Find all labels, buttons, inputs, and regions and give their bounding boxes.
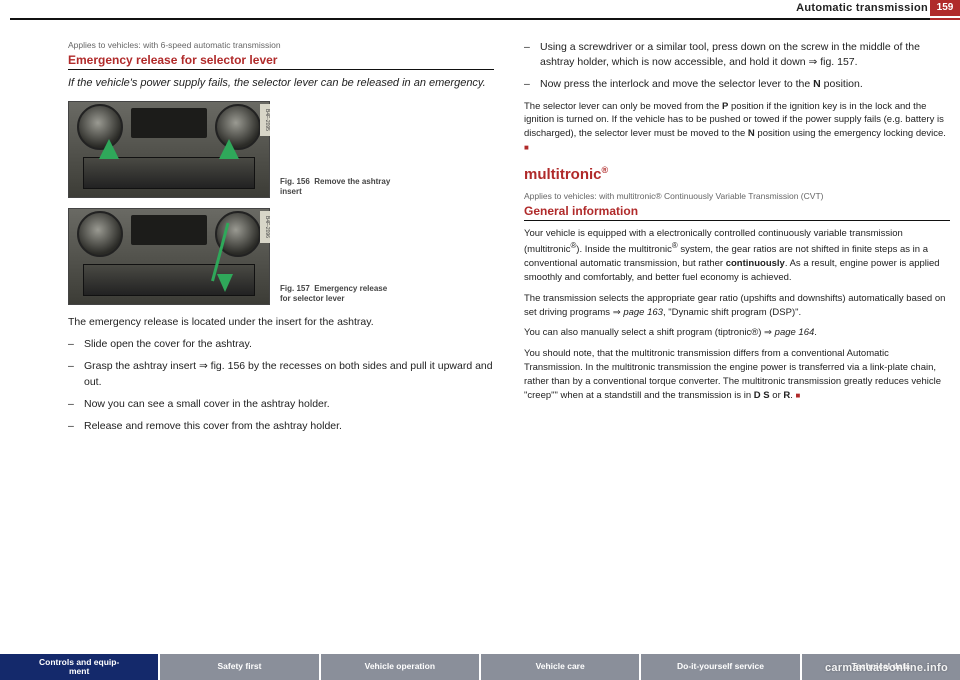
caption-label: Fig. 156 (280, 177, 310, 186)
section-subtitle: If the vehicle's power supply fails, the… (68, 76, 494, 91)
footer-tab-safety[interactable]: Safety first (160, 654, 320, 680)
figure-156-row: B4F-2095 Fig. 156 Remove the ashtray ins… (68, 101, 494, 198)
registered-icon: ® (602, 165, 609, 175)
applies-note: Applies to vehicles: with multitronic® C… (524, 191, 950, 201)
intro-text: The emergency release is located under t… (68, 315, 494, 330)
caption-label: Fig. 157 (280, 284, 310, 293)
brand-name: multitronic (524, 166, 602, 183)
figure-157-image: B4F-2096 (68, 208, 270, 305)
dash-icon: – (68, 419, 78, 434)
section-title: Emergency release for selector lever (68, 53, 494, 70)
footer-tabs: Controls and equip-ment Safety first Veh… (0, 654, 960, 680)
section-title: General information (524, 204, 950, 221)
watermark-text: carmanualsonline.info (825, 662, 948, 674)
dash-icon: – (524, 77, 534, 92)
dash-icon: – (524, 40, 534, 70)
body-paragraph: The transmission selects the appropriate… (524, 292, 950, 320)
body-paragraph: Your vehicle is equipped with a electron… (524, 227, 950, 285)
footer-tab-diy[interactable]: Do-it-yourself service (641, 654, 801, 680)
step-item: – Using a screwdriver or a similar tool,… (524, 40, 950, 70)
footer-tab-operation[interactable]: Vehicle operation (321, 654, 481, 680)
step-item: – Now press the interlock and move the s… (524, 77, 950, 92)
arrow-down-icon (217, 274, 233, 292)
end-square-icon: ■ (524, 143, 529, 152)
step-text: Now you can see a small cover in the ash… (84, 397, 494, 412)
dash-icon: – (68, 397, 78, 412)
figure-id-tab: B4F-2096 (260, 211, 270, 243)
dash-icon: – (68, 359, 78, 389)
ashtray-slot (83, 157, 255, 189)
page-number: 159 (930, 0, 960, 16)
end-square-icon: ■ (796, 391, 801, 400)
left-column: Applies to vehicles: with 6-speed automa… (68, 40, 494, 640)
arrow-up-icon (219, 139, 239, 159)
dash-icon: – (68, 337, 78, 352)
step-item: – Grasp the ashtray insert ⇒ fig. 156 by… (68, 359, 494, 389)
step-item: – Slide open the cover for the ashtray. (68, 337, 494, 352)
figure-id-tab: B4F-2095 (260, 104, 270, 136)
step-text: Release and remove this cover from the a… (84, 419, 494, 434)
applies-note: Applies to vehicles: with 6-speed automa… (68, 40, 494, 50)
body-paragraph: You should note, that the multitronic tr… (524, 347, 950, 402)
step-text: Using a screwdriver or a similar tool, p… (540, 40, 950, 70)
body-paragraph: The selector lever can only be moved fro… (524, 100, 950, 155)
figure-156-image: B4F-2095 (68, 101, 270, 198)
air-vent-icon (77, 211, 123, 257)
body-paragraph: You can also manually select a shift pro… (524, 326, 950, 340)
step-item: – Release and remove this cover from the… (68, 419, 494, 434)
chapter-title: Automatic transmission (796, 2, 928, 14)
brand-heading: multitronic® (524, 165, 950, 183)
step-item: – Now you can see a small cover in the a… (68, 397, 494, 412)
step-text: Now press the interlock and move the sel… (540, 77, 950, 92)
right-column: – Using a screwdriver or a similar tool,… (524, 40, 950, 640)
footer-tab-controls[interactable]: Controls and equip-ment (0, 654, 160, 680)
arrow-up-icon (99, 139, 119, 159)
figure-156-caption: Fig. 156 Remove the ashtray insert (280, 177, 400, 198)
figure-157-caption: Fig. 157 Emergency release for selector … (280, 284, 400, 305)
header-rule (10, 18, 960, 20)
figure-157-row: B4F-2096 Fig. 157 Emergency release for … (68, 208, 494, 305)
center-stack (131, 215, 207, 245)
step-text: Slide open the cover for the ashtray. (84, 337, 494, 352)
footer-tab-care[interactable]: Vehicle care (481, 654, 641, 680)
center-stack (131, 108, 207, 138)
step-text: Grasp the ashtray insert ⇒ fig. 156 by t… (84, 359, 494, 389)
